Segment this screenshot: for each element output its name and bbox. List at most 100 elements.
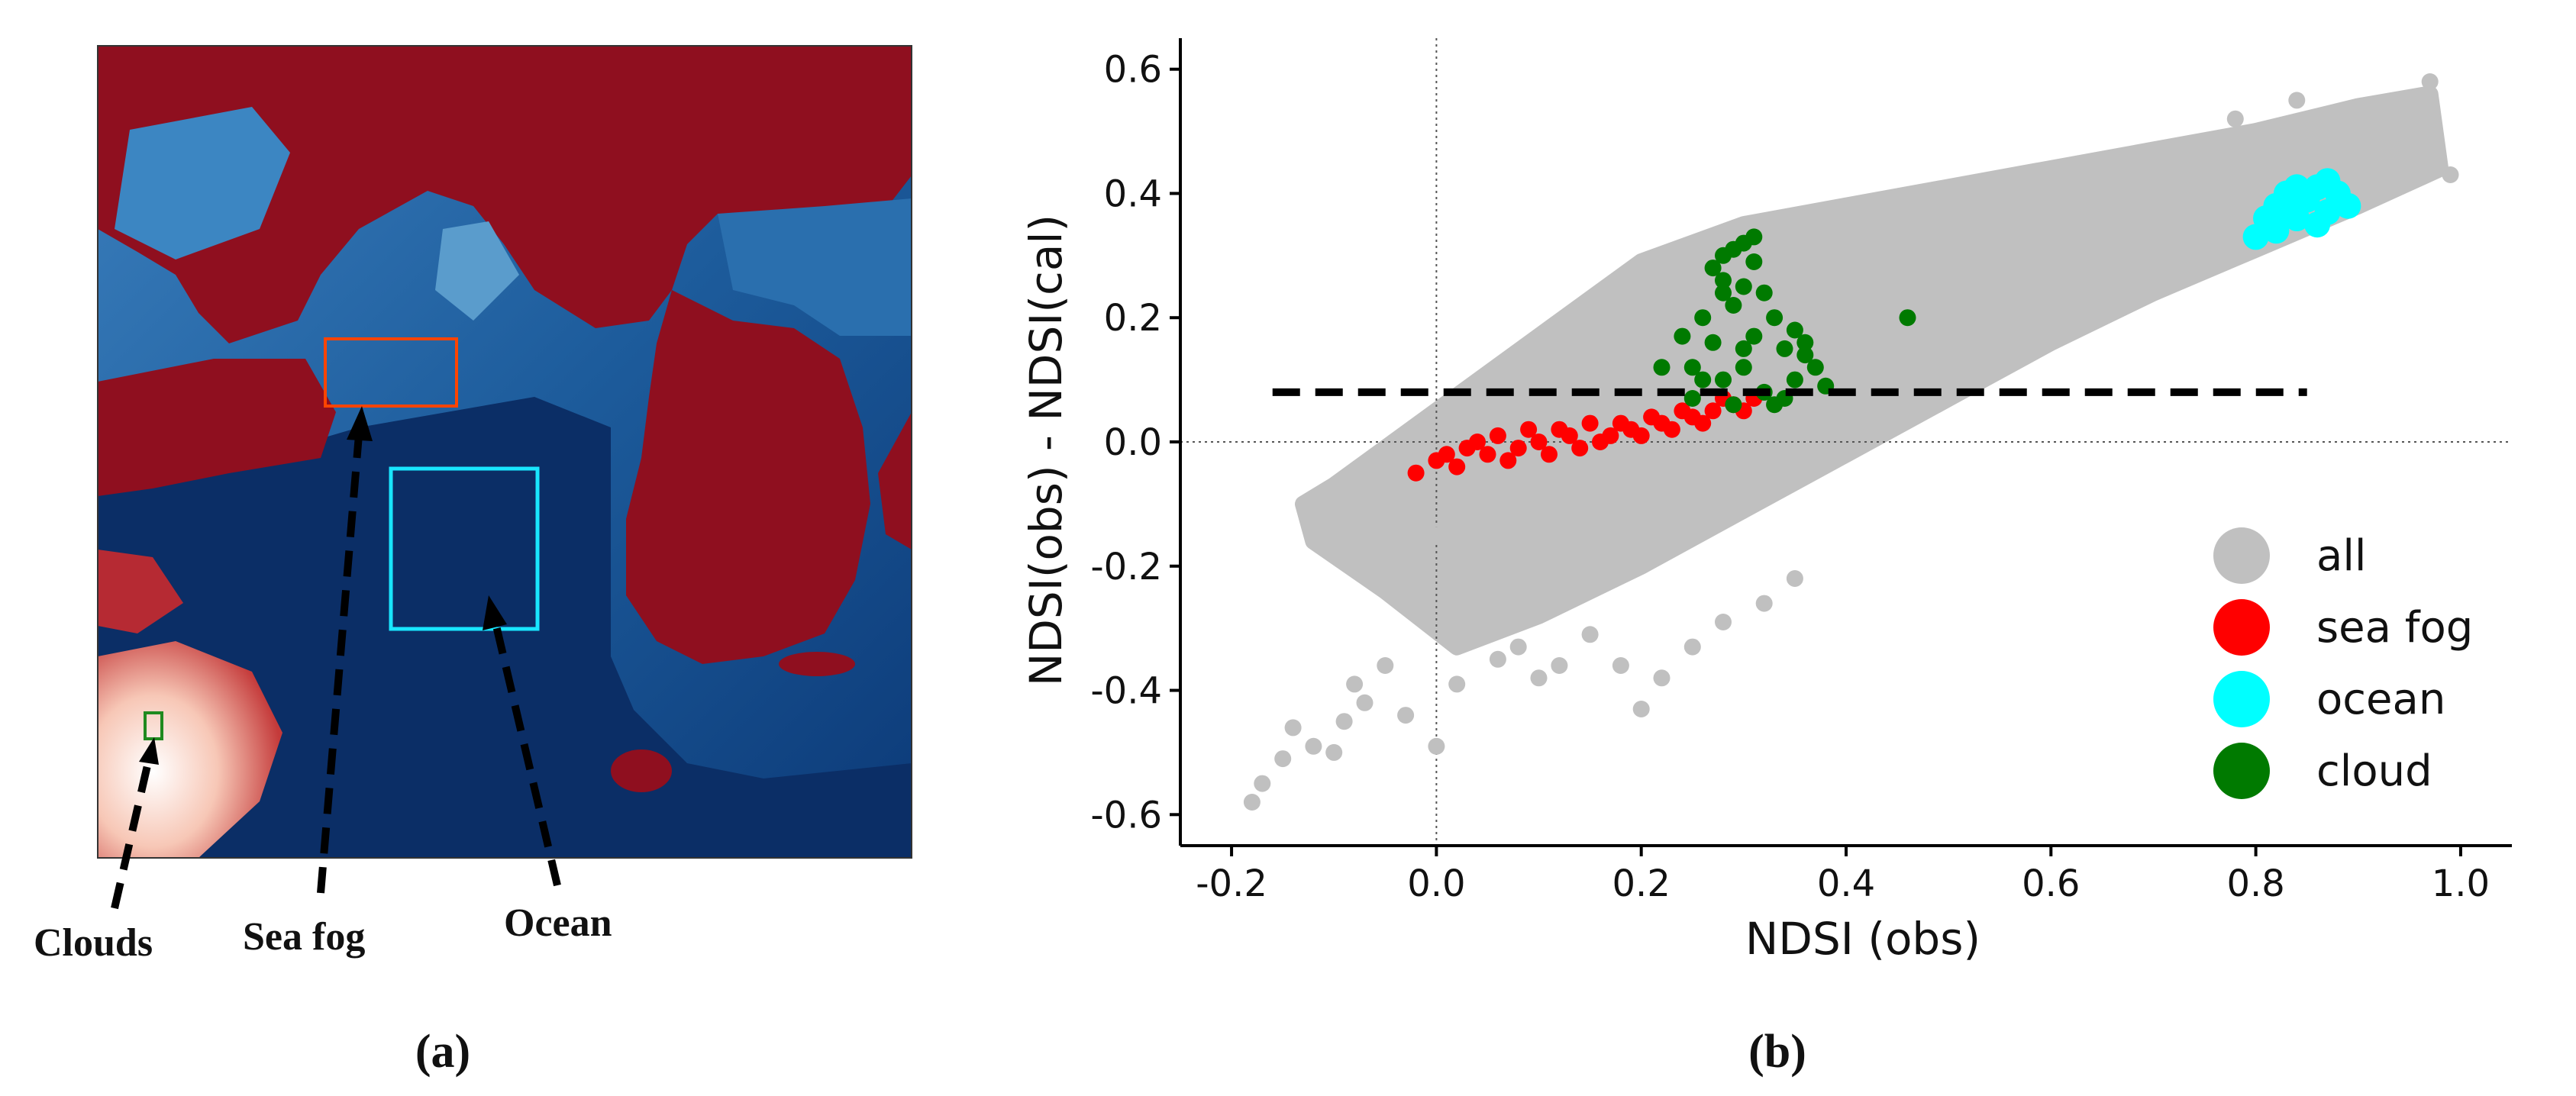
point-all bbox=[1356, 694, 1374, 711]
point-all bbox=[1755, 595, 1773, 612]
point-all bbox=[2400, 104, 2418, 121]
point-all bbox=[2063, 185, 2080, 202]
point-sea-fog bbox=[1541, 446, 1558, 463]
point-cloud bbox=[1715, 284, 1732, 301]
x-tick-label: 0.2 bbox=[1612, 862, 1671, 905]
clouds-label: Clouds bbox=[34, 921, 153, 965]
legend-marker-all bbox=[2213, 527, 2270, 584]
point-all bbox=[1397, 707, 1415, 724]
point-all bbox=[1243, 794, 1261, 811]
map-arrows bbox=[111, 406, 561, 910]
point-cloud bbox=[1745, 228, 1763, 246]
point-all bbox=[1653, 669, 1671, 687]
point-sea-fog bbox=[1663, 421, 1680, 438]
point-all bbox=[1551, 657, 1568, 674]
point-cloud bbox=[1755, 284, 1773, 301]
legend-marker-sea-fog bbox=[2213, 599, 2270, 656]
point-cloud bbox=[1725, 396, 1742, 414]
point-cloud bbox=[1786, 371, 1803, 388]
point-cloud bbox=[1683, 359, 1701, 376]
series-sea-fog bbox=[1407, 390, 1763, 482]
map-east-sea bbox=[718, 198, 912, 336]
point-all bbox=[2442, 166, 2459, 183]
point-cloud bbox=[1806, 359, 1824, 376]
point-all bbox=[1940, 203, 1958, 221]
point-ocean bbox=[2314, 168, 2341, 195]
point-all bbox=[1489, 650, 1506, 668]
point-all bbox=[2226, 110, 2244, 127]
point-cloud bbox=[1766, 309, 1784, 327]
map-clouds bbox=[98, 641, 282, 858]
point-sea-fog bbox=[1407, 464, 1425, 482]
ocean-box bbox=[389, 466, 540, 631]
map-korea bbox=[626, 290, 870, 664]
point-sea-fog bbox=[1571, 440, 1589, 457]
legend-marker-ocean bbox=[2213, 671, 2270, 727]
point-ocean bbox=[2335, 192, 2361, 219]
point-all bbox=[1612, 657, 1629, 674]
point-sea-fog bbox=[1479, 446, 1496, 463]
legend-marker-cloud bbox=[2213, 743, 2270, 799]
point-cloud bbox=[1653, 359, 1671, 376]
point-cloud bbox=[1735, 359, 1752, 376]
y-tick-label: -0.4 bbox=[1090, 670, 1162, 713]
point-sea-fog bbox=[1694, 414, 1712, 432]
x-tick-label: 0.0 bbox=[1407, 862, 1465, 905]
map-bay bbox=[435, 221, 519, 321]
point-all bbox=[1448, 675, 1466, 693]
sea-fog-arrow bbox=[317, 434, 363, 894]
x-tick-label: 0.4 bbox=[1817, 862, 1875, 905]
point-all bbox=[1715, 614, 1732, 630]
point-all bbox=[1346, 675, 1364, 693]
point-cloud bbox=[1745, 253, 1763, 270]
point-all bbox=[1509, 638, 1527, 656]
y-tick-label: -0.6 bbox=[1090, 794, 1162, 837]
point-all bbox=[1581, 626, 1599, 643]
map-bohai bbox=[115, 107, 290, 259]
point-cloud bbox=[1694, 309, 1712, 327]
point-sea-fog bbox=[1438, 446, 1455, 463]
clouds-arrowhead bbox=[139, 737, 159, 765]
point-cloud bbox=[1786, 321, 1803, 339]
point-all bbox=[1254, 775, 1271, 792]
point-all bbox=[1274, 750, 1292, 768]
point-cloud bbox=[1776, 340, 1793, 357]
legend-label-cloud: cloud bbox=[2316, 746, 2432, 796]
caption-a: (a) bbox=[415, 1026, 470, 1078]
point-cloud bbox=[1715, 272, 1732, 289]
map-japan bbox=[878, 412, 912, 550]
clouds-arrow bbox=[111, 754, 153, 910]
map-frame bbox=[97, 45, 912, 859]
sea-fog-arrowhead bbox=[347, 406, 373, 441]
map-image bbox=[98, 46, 912, 858]
y-axis-ticks: -0.6 -0.4 -0.2 0.0 0.2 0.4 0.6 bbox=[1090, 49, 1180, 837]
legend: all sea fog ocean cloud bbox=[2213, 527, 2473, 799]
point-sea-fog bbox=[1448, 458, 1466, 475]
caption-b: (b) bbox=[1748, 1026, 1806, 1078]
point-ocean bbox=[2273, 198, 2300, 225]
point-sea-fog bbox=[1602, 427, 1619, 444]
map-panel: Clouds Sea fog Ocean (a) bbox=[34, 45, 912, 1078]
point-cloud bbox=[1766, 396, 1784, 414]
point-sea-fog bbox=[1561, 427, 1578, 444]
series-ocean bbox=[2242, 168, 2361, 250]
map-land-north bbox=[98, 46, 912, 343]
point-all bbox=[1632, 701, 1650, 717]
map-cloud-band bbox=[98, 550, 183, 633]
sea-fog-box bbox=[324, 337, 458, 408]
point-sea-fog bbox=[1489, 427, 1506, 444]
point-cloud bbox=[1694, 371, 1712, 388]
scatter-chart: -0.2 0.0 0.2 0.4 0.6 0.8 1.0 -0.6 -0.4 -0.2 0.0 0.… bbox=[1020, 38, 2512, 1078]
point-cloud bbox=[1674, 327, 1691, 345]
point-sea-fog bbox=[1704, 402, 1722, 420]
y-tick-label: 0.2 bbox=[1104, 297, 1162, 340]
point-sea-fog bbox=[1581, 414, 1599, 432]
point-sea-fog bbox=[1499, 452, 1517, 469]
point-all bbox=[1469, 620, 1486, 637]
x-axis-ticks: -0.2 0.0 0.2 0.4 0.6 0.8 1.0 bbox=[1196, 846, 2490, 905]
y-tick-label: -0.2 bbox=[1090, 546, 1162, 588]
all-density-region bbox=[1295, 85, 2449, 656]
point-all bbox=[1335, 713, 1353, 730]
legend-label-sea-fog: sea fog bbox=[2316, 603, 2473, 653]
